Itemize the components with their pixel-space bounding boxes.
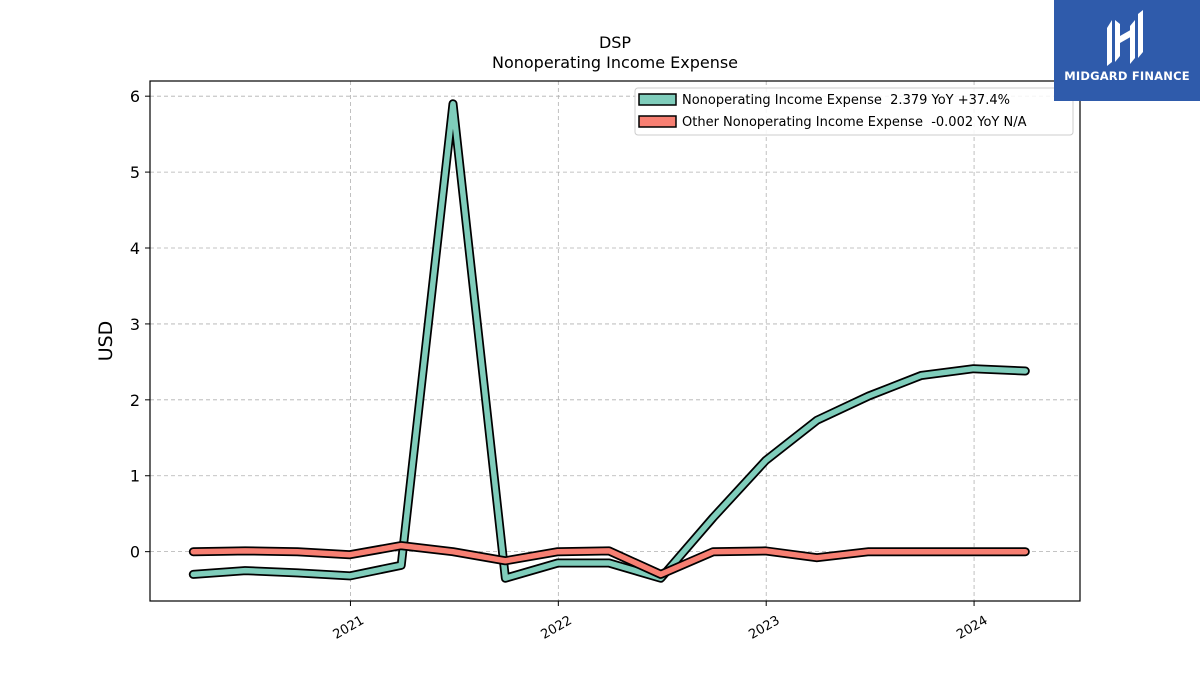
legend: Nonoperating Income Expense 2.379 YoY +3… [634,87,1074,136]
chart-title: DSP [599,33,631,52]
legend-label-2: Other Nonoperating Income Expense -0.002… [682,115,1027,130]
legend-swatch-1 [638,93,677,106]
x-tick-label: 2023 [746,613,782,643]
x-axis: 2021 2022 2023 2024 [331,601,990,643]
y-tick-label: 0 [130,543,140,562]
y-tick-label: 5 [130,163,140,182]
legend-label-1: Nonoperating Income Expense 2.379 YoY +3… [682,93,1010,108]
legend-box [634,87,1074,136]
series-line-1 [190,101,1029,581]
plot-frame [149,80,1081,602]
y-tick-label: 6 [130,87,140,106]
brand-name: MIDGARD FINANCE [1064,69,1190,83]
y-tick-label: 1 [130,467,140,486]
y-tick-label: 3 [130,315,140,334]
x-tick-label: 2024 [954,613,990,643]
series-layer [188,99,1030,583]
brand-logo: MIDGARD FINANCE [1054,0,1200,101]
logo-mark-icon [1107,10,1143,66]
series-outline-1 [188,99,1030,583]
legend-swatch-2 [638,115,677,128]
chart-subtitle: Nonoperating Income Expense [492,53,738,72]
grid-lines [150,81,1080,601]
y-tick-label: 4 [130,239,140,258]
y-axis-label: USD [95,321,117,362]
y-axis: 0 1 2 3 4 5 6 [130,87,150,562]
x-tick-label: 2022 [539,613,575,643]
x-tick-label: 2021 [331,613,367,643]
series-line-2 [190,542,1029,578]
y-tick-label: 2 [130,391,140,410]
